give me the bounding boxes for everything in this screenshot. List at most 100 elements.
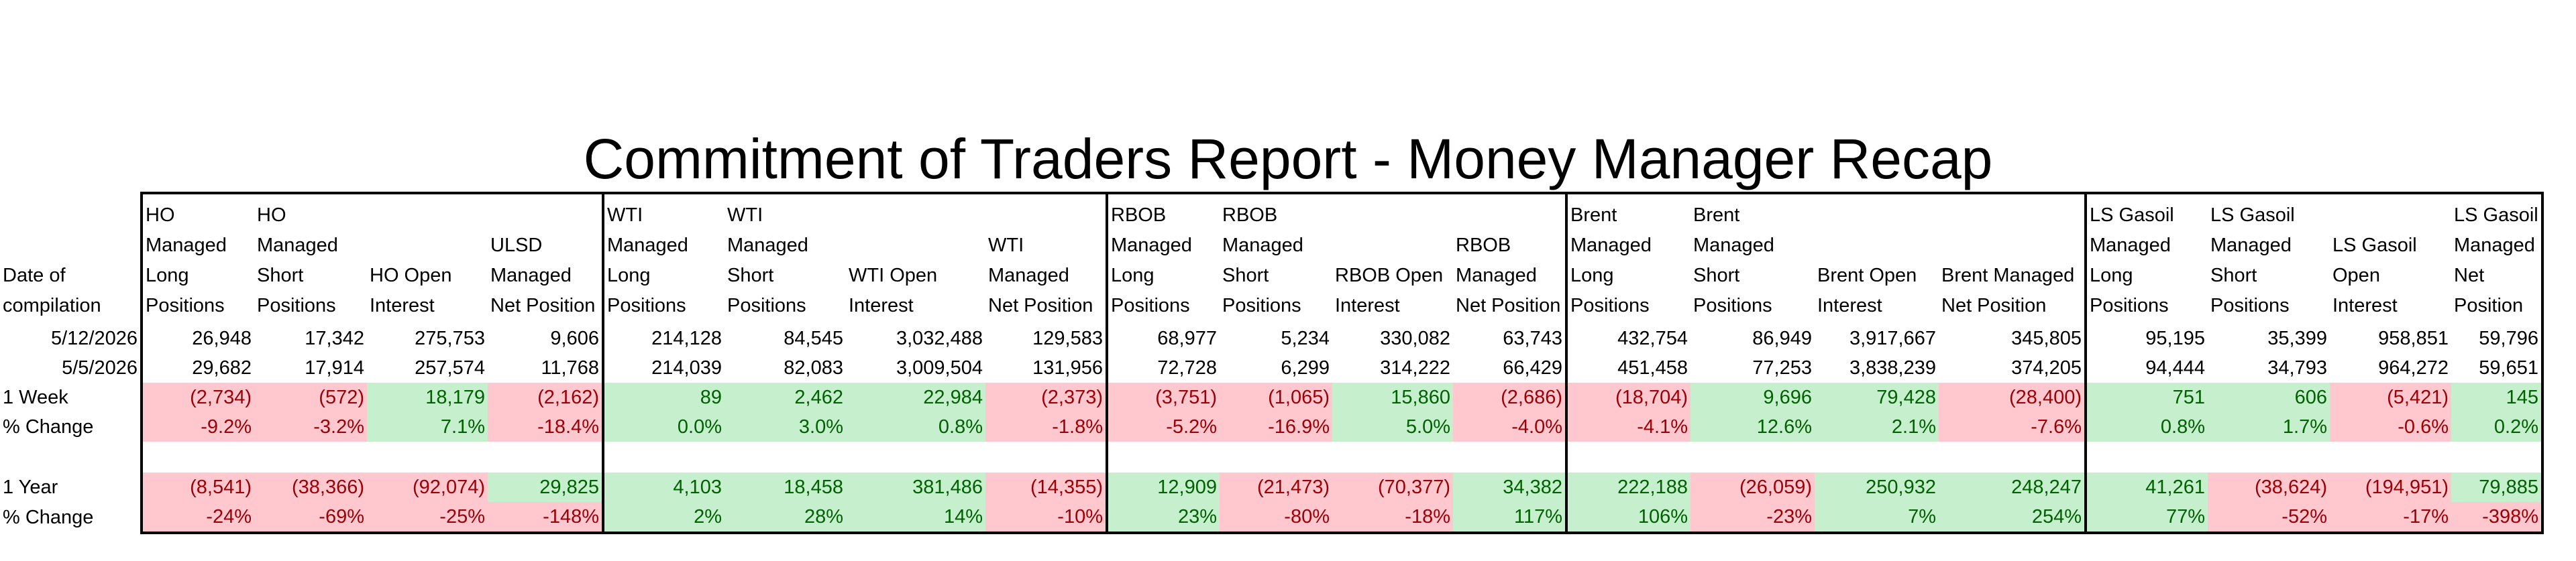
row-week-pct: % Change -9.2% -3.2% 7.1% -18.4% 0.0% 3.0% 0.8%… — [0, 412, 2544, 442]
spacer-cell — [2330, 442, 2451, 473]
data-cell: 79,428 — [1815, 383, 1939, 412]
data-cell: -4.1% — [1565, 412, 1690, 442]
data-cell: 72,728 — [1106, 353, 1220, 383]
column-header: LS Gasoil Managed Net Position — [2451, 192, 2544, 324]
spacer-cell — [1690, 442, 1815, 473]
data-cell: 34,793 — [2267, 357, 2327, 379]
row-label: % Change — [3, 507, 94, 528]
data-cell: -16.9% — [1220, 412, 1332, 442]
data-cell: -18.4% — [488, 412, 603, 442]
column-header: Brent Managed Short Positions — [1690, 192, 1815, 324]
data-cell: 63,743 — [1503, 328, 1562, 349]
column-header: Brent Managed Long Positions — [1565, 192, 1690, 324]
row-r1: 5/12/2026 26,948 17,342 275,753 9,606 214,128… — [0, 324, 2544, 353]
data-cell: 314,222 — [1380, 357, 1450, 379]
data-cell: 214,128 — [602, 324, 724, 353]
data-cell: (26,059) — [1690, 473, 1815, 502]
data-cell: 34,382 — [1453, 473, 1566, 502]
data-cell: -25% — [367, 502, 488, 534]
data-cell: -17% — [2330, 502, 2451, 534]
data-cell: -7.6% — [1939, 412, 2086, 442]
data-cell: 0.2% — [2451, 412, 2544, 442]
data-cell: (2,734) — [140, 383, 254, 412]
column-header: WTI Managed Long Positions — [602, 192, 724, 324]
header-date: Date of compilation — [3, 265, 101, 316]
data-cell: 214,039 — [602, 353, 724, 383]
column-header: WTI Managed Net Position — [985, 192, 1107, 324]
data-cell: 275,753 — [415, 328, 485, 349]
data-cell: 89 — [602, 383, 724, 412]
data-cell: (18,704) — [1565, 383, 1690, 412]
column-header: HO Open Interest — [367, 192, 488, 324]
data-cell: 248,247 — [1939, 473, 2086, 502]
data-cell: 29,682 — [140, 353, 254, 383]
data-cell: 26,948 — [140, 324, 254, 353]
data-cell: 3.0% — [724, 412, 846, 442]
data-cell: 35,399 — [2267, 328, 2327, 349]
column-header: RBOB Managed Long Positions — [1106, 192, 1220, 324]
spacer-cell — [602, 442, 724, 473]
data-cell: 3,032,488 — [896, 328, 983, 349]
data-cell: -148% — [488, 502, 603, 534]
data-cell: 2,462 — [724, 383, 846, 412]
data-cell: (194,951) — [2330, 473, 2451, 502]
data-cell: 254% — [1939, 502, 2086, 534]
data-cell: 0.8% — [2084, 412, 2208, 442]
spacer-row — [0, 442, 2544, 473]
data-cell: 5.0% — [1332, 412, 1453, 442]
spacer-cell — [488, 442, 603, 473]
data-cell: 145 — [2451, 383, 2544, 412]
column-header: LS Gasoil Managed Long Positions — [2084, 192, 2208, 324]
spacer-cell — [1453, 442, 1566, 473]
data-cell: 3,917,667 — [1849, 328, 1936, 349]
data-cell: 0.8% — [846, 412, 985, 442]
data-cell: 77,253 — [1752, 357, 1812, 379]
data-cell: -398% — [2451, 502, 2544, 534]
report-title: Commitment of Traders Report - Money Man… — [583, 127, 1993, 190]
data-cell: 41,261 — [2084, 473, 2208, 502]
data-cell: (3,751) — [1106, 383, 1220, 412]
data-cell: (38,366) — [254, 473, 367, 502]
data-cell: 12.6% — [1690, 412, 1815, 442]
row-year: 1 Year (8,541) (38,366) (92,074) 29,825 4,103… — [0, 473, 2544, 502]
spacer-cell — [724, 442, 846, 473]
data-cell: 5,234 — [1281, 328, 1330, 349]
data-cell: (572) — [254, 383, 367, 412]
data-cell: 68,977 — [1106, 324, 1220, 353]
data-cell: (2,373) — [985, 383, 1107, 412]
spacer-cell — [1939, 442, 2086, 473]
column-header: RBOB Open Interest — [1332, 192, 1453, 324]
data-cell: (38,624) — [2208, 473, 2330, 502]
data-cell: 432,754 — [1565, 324, 1690, 353]
data-cell: 17,914 — [305, 357, 364, 379]
data-cell: (21,473) — [1220, 473, 1332, 502]
column-header: RBOB Managed Short Positions — [1220, 192, 1332, 324]
column-header: ULSD Managed Net Position — [488, 192, 603, 324]
spacer-cell — [367, 442, 488, 473]
data-cell: 222,188 — [1565, 473, 1690, 502]
data-cell: -5.2% — [1106, 412, 1220, 442]
spacer-cell — [254, 442, 367, 473]
data-cell: -10% — [985, 502, 1107, 534]
row-label: 1 Year — [3, 477, 58, 498]
spacer-cell — [1332, 442, 1453, 473]
data-cell: 451,458 — [1565, 353, 1690, 383]
data-cell: 14% — [846, 502, 985, 534]
spacer-cell — [985, 442, 1107, 473]
column-header: RBOB Managed Net Position — [1453, 192, 1566, 324]
spacer-cell — [140, 442, 254, 473]
data-cell: 958,851 — [2378, 328, 2449, 349]
data-cell: 15,860 — [1332, 383, 1453, 412]
data-cell: -9.2% — [140, 412, 254, 442]
data-cell: -52% — [2208, 502, 2330, 534]
data-cell: 11,768 — [541, 357, 599, 379]
column-header: WTI Managed Short Positions — [724, 192, 846, 324]
data-cell: 129,583 — [1032, 328, 1103, 349]
data-cell: 82,083 — [784, 357, 843, 379]
data-cell: 6,299 — [1281, 357, 1330, 379]
row-week: 1 Week (2,734) (572) 18,179 (2,162) 89 2,462 22… — [0, 383, 2544, 412]
data-cell: 7% — [1815, 502, 1939, 534]
data-cell: -18% — [1332, 502, 1453, 534]
row-label: % Change — [3, 416, 94, 438]
